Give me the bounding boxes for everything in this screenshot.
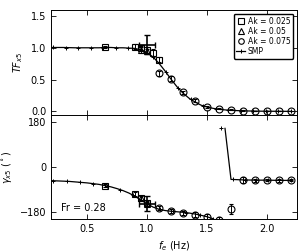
Y-axis label: $\gamma_{x5}\ (^\circ)$: $\gamma_{x5}\ (^\circ)$ <box>0 150 14 184</box>
Text: Fr = 0.28: Fr = 0.28 <box>61 203 106 213</box>
Legend: Ak = 0.025, Ak = 0.05, Ak = 0.075, SMP: Ak = 0.025, Ak = 0.05, Ak = 0.075, SMP <box>234 14 293 59</box>
Y-axis label: $TF_{x5}$: $TF_{x5}$ <box>11 52 25 73</box>
X-axis label: $f_e\ \mathrm{(Hz)}$: $f_e\ \mathrm{(Hz)}$ <box>158 240 190 252</box>
